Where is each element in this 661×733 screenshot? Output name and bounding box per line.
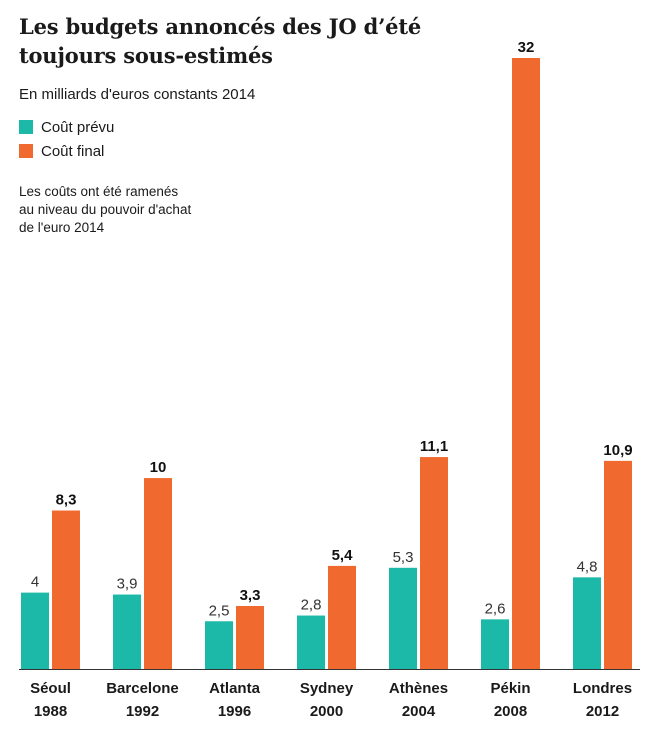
- chart-title: Les budgets annoncés des JO d’été toujou…: [19, 12, 619, 70]
- legend-swatch-final: [19, 144, 33, 158]
- note-line-3: de l'euro 2014: [19, 220, 105, 235]
- x-tick-city-2012: Londres: [573, 680, 632, 697]
- bar-final-2012: [604, 460, 632, 669]
- value-label-planned-2012: 4,8: [577, 558, 598, 575]
- x-tick-city-1996: Atlanta: [209, 680, 260, 697]
- value-label-final-1992: 10: [150, 459, 167, 476]
- value-label-planned-2008: 2,6: [485, 600, 506, 617]
- bar-planned-2008: [481, 619, 509, 669]
- chart-subtitle: En milliards d'euros constants 2014: [19, 86, 256, 103]
- bar-final-2000: [328, 565, 356, 669]
- x-tick-year-1992: 1992: [126, 703, 159, 720]
- note-line-2: au niveau du pouvoir d'achat: [19, 202, 192, 217]
- bar-final-2004: [420, 457, 448, 669]
- value-label-planned-1996: 2,5: [209, 602, 230, 619]
- bar-final-1996: [236, 605, 264, 669]
- value-label-final-2008: 32: [518, 39, 535, 56]
- legend-label-planned: Coût prévu: [41, 118, 115, 136]
- bar-planned-2000: [297, 615, 325, 669]
- title-line-1: Les budgets annoncés des JO d’été: [19, 14, 422, 39]
- legend-item-planned: Coût prévu: [19, 115, 114, 139]
- x-tick-city-1992: Barcelone: [106, 680, 179, 697]
- bar-planned-2012: [573, 577, 601, 669]
- value-label-final-2012: 10,9: [603, 442, 632, 459]
- bar-planned-1992: [113, 594, 141, 669]
- bar-final-1992: [144, 478, 172, 669]
- chart-note: Les coûts ont été ramenés au niveau du p…: [19, 183, 279, 237]
- value-label-final-2000: 5,4: [332, 547, 354, 564]
- bar-planned-1988: [21, 592, 49, 669]
- value-label-planned-2004: 5,3: [393, 549, 414, 566]
- x-tick-year-1996: 1996: [218, 703, 251, 720]
- legend-label-final: Coût final: [41, 142, 105, 160]
- x-tick-city-1988: Séoul: [30, 680, 71, 697]
- bar-final-2008: [512, 58, 540, 669]
- bar-final-1988: [52, 510, 80, 669]
- x-tick-city-2004: Athènes: [389, 680, 448, 697]
- x-tick-year-2008: 2008: [494, 703, 527, 720]
- x-tick-year-2004: 2004: [402, 703, 436, 720]
- legend-item-final: Coût final: [19, 139, 114, 163]
- note-line-1: Les coûts ont été ramenés: [19, 184, 179, 199]
- value-label-final-1988: 8,3: [56, 492, 77, 509]
- x-tick-year-2000: 2000: [310, 703, 343, 720]
- value-label-final-1996: 3,3: [240, 587, 261, 604]
- x-tick-city-2000: Sydney: [300, 680, 354, 697]
- x-tick-year-1988: 1988: [34, 703, 67, 720]
- x-tick-year-2012: 2012: [586, 703, 619, 720]
- value-label-planned-2000: 2,8: [301, 597, 322, 614]
- title-line-2: toujours sous-estimés: [19, 43, 273, 68]
- value-label-final-2004: 11,1: [420, 438, 448, 455]
- bar-planned-1996: [205, 621, 233, 669]
- legend: Coût prévu Coût final: [19, 115, 114, 163]
- value-label-planned-1988: 4: [31, 574, 39, 591]
- x-tick-city-2008: Pékin: [490, 680, 530, 697]
- legend-swatch-planned: [19, 120, 33, 134]
- value-label-planned-1992: 3,9: [117, 576, 138, 593]
- bar-planned-2004: [389, 567, 417, 669]
